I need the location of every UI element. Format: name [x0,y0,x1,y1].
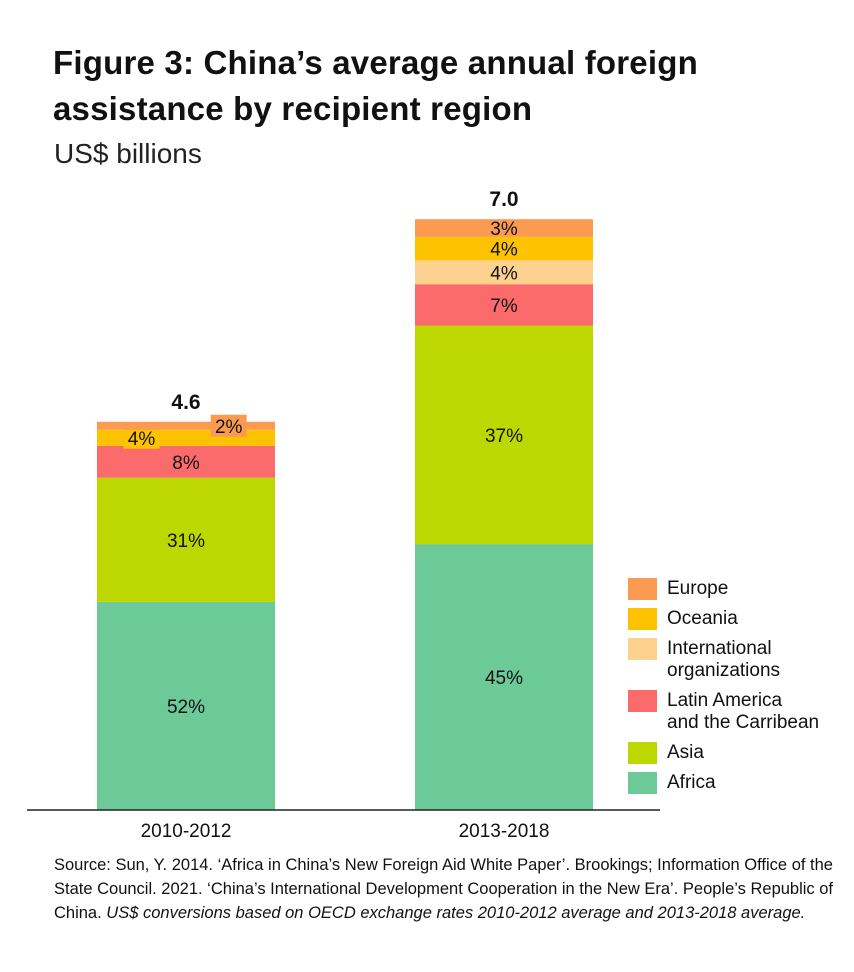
data-label-box-oceania-2010-2012 [123,426,160,449]
bar-segment-asia-2013-2018 [415,325,593,545]
data-label-international-organizations-2013-2018: 4% [490,263,518,284]
bar-segment-europe-2013-2018 [415,219,593,237]
data-label-box-europe-2010-2012 [210,414,247,437]
legend-item-oceania: Oceania [628,608,848,630]
data-label-asia-2010-2012: 31% [167,531,205,552]
total-label-2013-2018: 7.0 [489,188,518,211]
category-label-2010-2012: 2010-2012 [141,821,232,842]
legend-swatch-asia [628,742,657,764]
bar-segment-oceania-2013-2018 [415,236,593,261]
data-label-latin-america-and-the-carribean-2010-2012: 8% [172,453,200,474]
legend-item-asia: Asia [628,742,848,764]
legend-label-international-organizations: International organizations [667,638,781,681]
legend-label-europe: Europe [667,578,729,599]
legend-item-international-organizations: International organizations [628,638,848,682]
chart-title: Figure 3: China’s average annual foreign… [53,44,698,127]
legend-swatch-international-organizations [628,638,657,660]
data-label-europe-2013-2018: 3% [490,219,518,240]
source-note-italic: US$ conversions based on OECD exchange r… [106,904,806,922]
bar-segment-latin-america-and-the-carribean-2013-2018 [415,284,593,326]
legend-swatch-oceania [628,608,657,630]
data-label-africa-2010-2012: 52% [167,697,205,718]
stacked-bar-chart: 52%31%8%4%2%4.62010-201245%37%7%4%4%3%7.… [27,188,660,842]
data-label-oceania-2013-2018: 4% [490,240,518,261]
legend-label-asia: Asia [667,742,704,763]
legend-label-oceania: Oceania [667,608,738,629]
bar-segment-latin-america-and-the-carribean-2010-2012 [97,445,275,478]
data-label-latin-america-and-the-carribean-2013-2018: 7% [490,296,518,317]
data-label-asia-2013-2018: 37% [485,426,523,447]
bar-segment-europe-2010-2012 [97,421,275,430]
legend-item-latin-america-and-the-carribean: Latin America and the Carribean [628,690,848,734]
data-label-africa-2013-2018: 45% [485,668,523,689]
legend-swatch-europe [628,578,657,600]
source-note: Source: Sun, Y. 2014. ‘Africa in China’s… [54,853,844,925]
legend-swatch-latin-america-and-the-carribean [628,690,657,712]
legend-label-latin-america-and-the-carribean: Latin America and the Carribean [667,690,820,733]
legend-item-africa: Africa [628,772,848,794]
bar-segment-international-organizations-2013-2018 [415,260,593,285]
chart-legend: Europe Oceania International organizations… [628,578,848,802]
total-label-2010-2012: 4.6 [171,391,200,414]
data-label-europe-2010-2012: 2% [215,417,243,438]
data-label-oceania-2010-2012: 4% [128,429,156,450]
bar-segment-asia-2010-2012 [97,477,275,602]
category-label-2013-2018: 2013-2018 [459,821,550,842]
source-text: Source: Sun, Y. 2014. ‘Africa in China’s… [54,856,834,922]
legend-item-europe: Europe [628,578,848,600]
bar-segment-africa-2013-2018 [415,544,593,810]
chart-subtitle: US$ billions [54,138,202,169]
legend-swatch-africa [628,772,657,794]
bar-segment-africa-2010-2012 [97,601,275,810]
legend-label-africa: Africa [667,772,716,793]
